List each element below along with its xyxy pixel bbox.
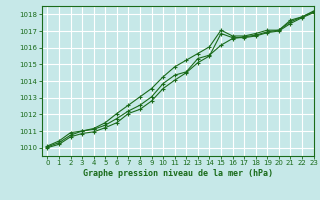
X-axis label: Graphe pression niveau de la mer (hPa): Graphe pression niveau de la mer (hPa): [83, 169, 273, 178]
